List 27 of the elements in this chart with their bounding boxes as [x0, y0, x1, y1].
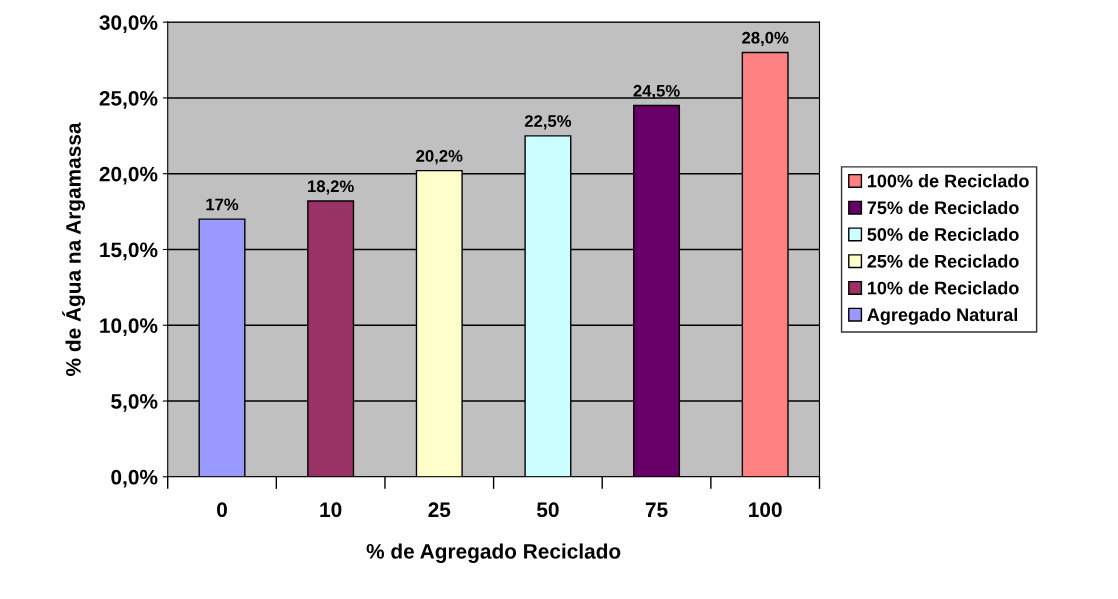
y-tick-label: 10,0% [100, 318, 158, 337]
data-label: 28,0% [742, 31, 789, 47]
x-tick-label: 50 [536, 502, 559, 518]
data-label: 18,2% [308, 180, 354, 195]
data-label: 17% [206, 198, 239, 211]
legend-label: 100% de Reciclado [867, 174, 1029, 188]
legend-label: 10% de Reciclado [867, 281, 1019, 295]
x-tick-label: 75 [645, 502, 668, 518]
data-label: 22,5% [524, 115, 572, 130]
y-tick-label: 30,0% [99, 15, 158, 33]
x-axis-title: % de Agregado Reciclado [366, 543, 621, 563]
legend-label: 25% de Reciclado [867, 254, 1019, 268]
y-tick-label: 20,0% [99, 166, 158, 185]
data-label: 24,5% [633, 84, 680, 100]
x-tick-label: 0 [217, 502, 227, 518]
legend-label: 50% de Reciclado [867, 227, 1019, 241]
x-tick-label: 100 [749, 502, 782, 518]
legend-label: Agregado Natural [867, 307, 1018, 325]
x-tick-label: 10 [320, 502, 342, 518]
y-tick-label: 15,0% [100, 242, 158, 261]
x-tick-label: 25 [428, 502, 451, 518]
y-axis-title: % de Água na Argamassa [62, 122, 86, 376]
legend-label: 75% de Reciclado [867, 200, 1019, 215]
y-tick-label: 0,0% [111, 469, 158, 488]
y-tick-label: 5,0% [111, 394, 158, 412]
y-tick-label: 25,0% [99, 90, 158, 109]
data-label: 20,2% [416, 150, 463, 165]
